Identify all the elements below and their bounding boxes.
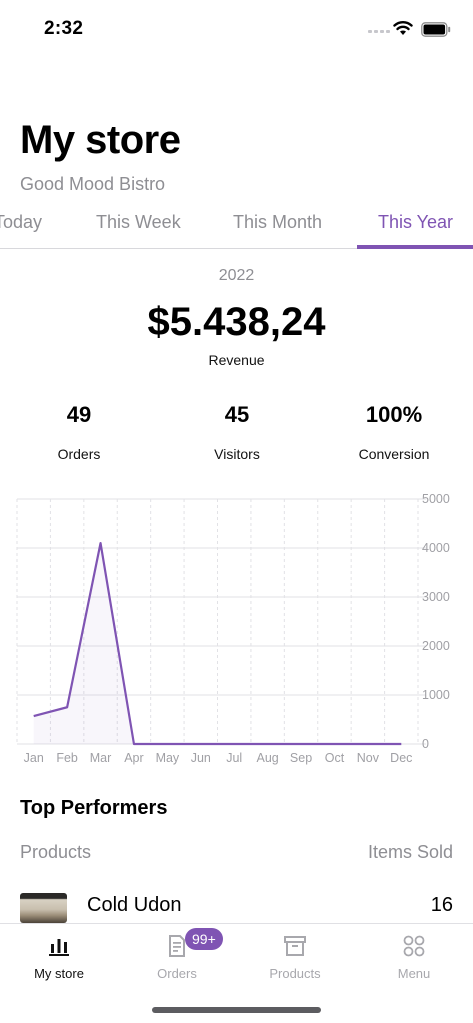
top-performers-title: Top Performers — [20, 797, 168, 819]
visitors-stat: 45 Visitors — [158, 402, 316, 462]
grid-circles-icon — [403, 935, 425, 957]
products-column-header: Products — [20, 842, 92, 862]
nav-orders[interactable]: Orders — [118, 924, 236, 988]
revenue-chart: 0 1000 2000 3000 4000 5000 Jan Feb Mar Apr May Jun J… — [16, 492, 450, 765]
bar-chart-icon — [49, 939, 69, 956]
chart-x-tick-label: Apr — [124, 751, 143, 765]
orders-icon — [169, 935, 185, 957]
orders-label: Orders — [57, 446, 101, 462]
cellular-signal-icon — [368, 30, 390, 33]
status-time: 2:32 — [44, 18, 84, 39]
chart-y-tick-label: 1000 — [422, 688, 450, 702]
chart-x-tick-label: Aug — [257, 751, 279, 765]
nav-label-products: Products — [269, 966, 321, 981]
product-name: Cold Udon — [87, 894, 182, 916]
chart-y-tick-label: 4000 — [422, 541, 450, 555]
chart-x-tick-label: Nov — [357, 751, 380, 765]
conversion-label: Conversion — [358, 446, 430, 462]
nav-label-my-store: My store — [34, 966, 84, 981]
home-indicator — [152, 1007, 321, 1013]
chart-x-tick-label: Jul — [226, 751, 242, 765]
orders-badge: 99+ — [185, 928, 223, 950]
chart-x-tick-label: Feb — [56, 751, 78, 765]
chart-y-tick-label: 5000 — [422, 492, 450, 506]
nav-label-orders: Orders — [157, 966, 197, 981]
store-name: Good Mood Bistro — [20, 174, 166, 194]
orders-value: 49 — [66, 402, 92, 427]
chart-x-tick-label: Jun — [191, 751, 211, 765]
nav-products[interactable]: Products — [236, 924, 354, 988]
revenue-label: Revenue — [208, 352, 265, 368]
items-sold-column-header: Items Sold — [367, 842, 453, 862]
chart-x-tick-label: Jan — [24, 751, 44, 765]
chart-y-tick-label: 2000 — [422, 639, 450, 653]
tab-today[interactable]: Today — [0, 212, 43, 232]
nav-label-menu: Menu — [397, 966, 431, 981]
orders-stat: 49 Orders — [0, 402, 158, 462]
tab-this-year[interactable]: This Year — [378, 212, 454, 232]
revenue-value: $5.438,24 — [147, 300, 326, 344]
chart-series-line — [33, 541, 402, 746]
wifi-icon — [393, 21, 413, 35]
archive-box-icon — [284, 936, 306, 956]
conversion-value: 100% — [365, 402, 423, 427]
nav-my-store[interactable]: My store — [0, 924, 118, 988]
visitors-value: 45 — [224, 402, 250, 427]
conversion-stat: 100% Conversion — [315, 402, 473, 462]
chart-y-tick-label: 3000 — [422, 590, 450, 604]
chart-x-tick-label: May — [156, 751, 180, 765]
period-label: 2022 — [218, 267, 255, 284]
chart-x-tick-label: Dec — [390, 751, 412, 765]
chart-y-tick-label: 0 — [422, 737, 429, 751]
tab-this-week[interactable]: This Week — [96, 212, 181, 232]
page-title: My store — [20, 118, 181, 162]
tab-this-month[interactable]: This Month — [233, 212, 323, 232]
period-tabs: Today This Week This Month This Year — [0, 206, 473, 249]
product-items-sold: 16 — [430, 894, 453, 916]
chart-x-tick-label: Sep — [290, 751, 312, 765]
active-tab-indicator — [357, 245, 473, 249]
visitors-label: Visitors — [214, 446, 260, 462]
bottom-tab-bar: My store Orders 99+ Products Menu — [0, 923, 473, 1023]
list-item[interactable]: Cold Udon 16 — [0, 886, 473, 924]
chart-x-tick-label: Mar — [90, 751, 112, 765]
product-thumbnail — [20, 893, 67, 923]
status-bar: 2:32 — [0, 0, 473, 56]
chart-x-tick-label: Oct — [325, 751, 345, 765]
battery-icon — [421, 22, 451, 37]
nav-menu[interactable]: Menu — [355, 924, 473, 988]
